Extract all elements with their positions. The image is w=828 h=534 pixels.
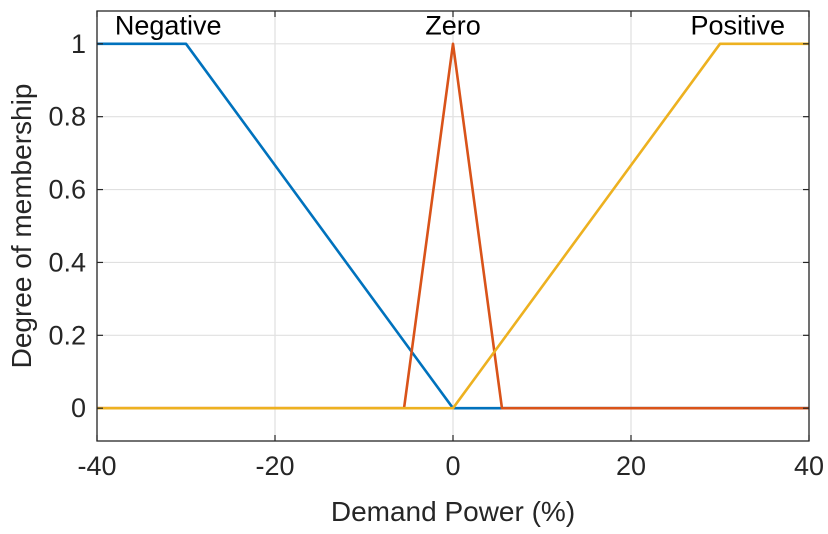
x-tick-label: 40 [794, 451, 824, 481]
series-line-positive [97, 42, 809, 410]
y-axis-label: Degree of membership [6, 84, 37, 369]
x-tick-label: -40 [77, 451, 116, 481]
mf-label-zero: Zero [425, 11, 481, 41]
y-tick-label: 0.8 [48, 102, 86, 132]
y-tick-label: 0.6 [48, 175, 86, 205]
x-tick-label: 0 [445, 451, 460, 481]
mf-label-positive: Positive [691, 11, 786, 41]
y-tick-label: 0 [71, 393, 86, 423]
y-tick-label: 0.2 [48, 320, 86, 350]
y-tick-label: 0.4 [48, 247, 86, 277]
x-tick-label: -20 [255, 451, 294, 481]
mf-label-negative: Negative [115, 11, 222, 41]
y-tick-label: 1 [71, 29, 86, 59]
x-tick-label: 20 [616, 451, 646, 481]
x-axis-label: Demand Power (%) [331, 496, 575, 527]
